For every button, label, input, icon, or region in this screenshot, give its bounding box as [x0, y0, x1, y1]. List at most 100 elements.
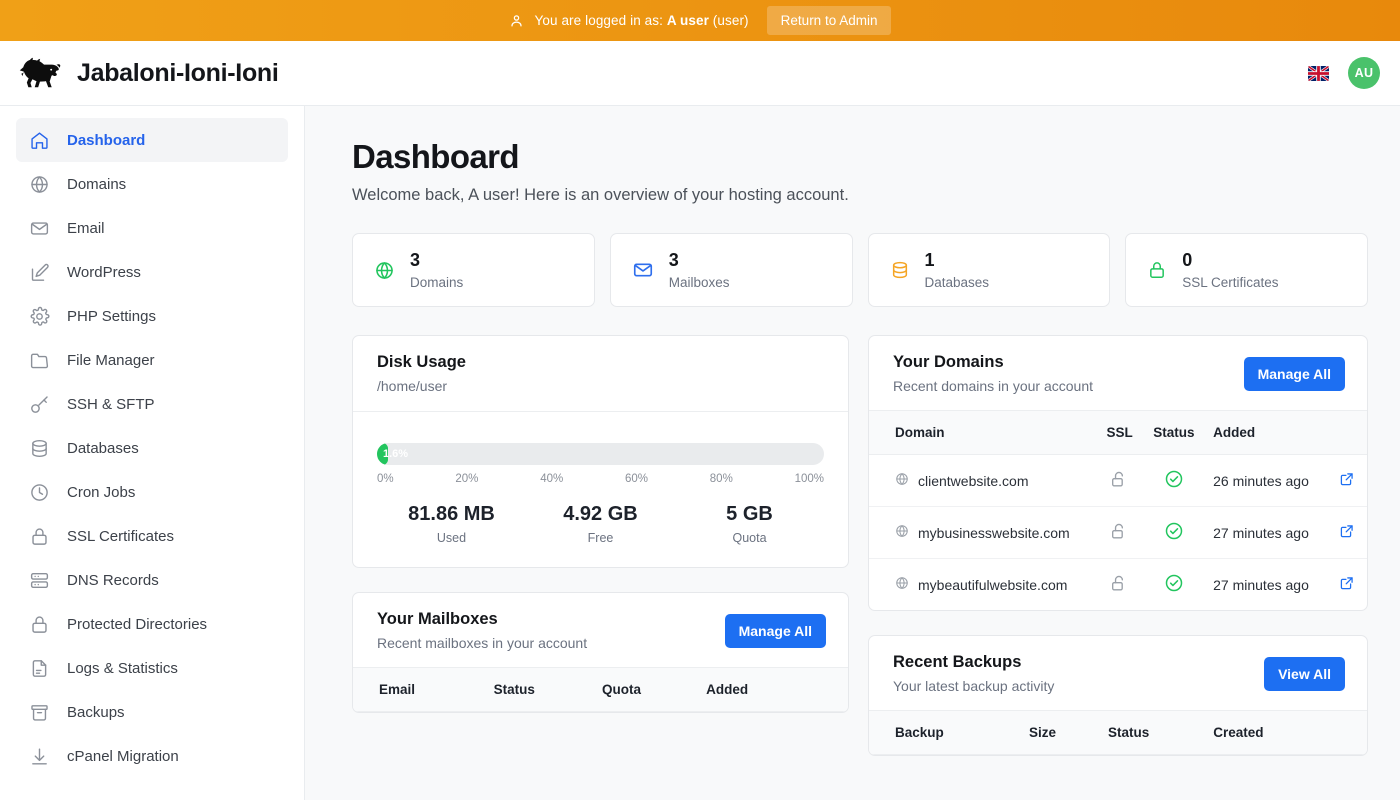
external-link-icon[interactable]	[1339, 575, 1355, 591]
domains-table-body: clientwebsite.com 26 minutes ago mybusines…	[869, 454, 1367, 611]
sidebar-item-file-manager[interactable]: File Manager	[16, 338, 288, 382]
check-circle-icon	[1164, 574, 1184, 596]
added-cell: 26 minutes ago	[1205, 454, 1327, 507]
domain-cell: clientwebsite.com	[869, 454, 1097, 507]
globe-icon	[895, 576, 909, 593]
database-icon	[890, 260, 910, 280]
sidebar-item-backups[interactable]: Backups	[16, 690, 288, 734]
stat-value: 3	[668, 249, 679, 270]
status-cell	[1143, 559, 1205, 611]
disk-usage-progressbar: 1.6%	[377, 443, 824, 465]
table-row[interactable]: clientwebsite.com 26 minutes ago	[869, 454, 1367, 507]
sidebar-item-protected-directories[interactable]: Protected Directories	[16, 602, 288, 646]
stat-card-databases[interactable]: 1 Databases	[867, 233, 1111, 307]
external-link-icon[interactable]	[1339, 471, 1355, 487]
stat-card-ssl-certificates[interactable]: 0 SSL Certificates	[1125, 233, 1368, 307]
sidebar-item-dns-records[interactable]: DNS Records	[16, 558, 288, 602]
stat-label: Mailboxes	[668, 274, 730, 290]
column-header: Backup	[869, 711, 1022, 755]
globe-icon	[895, 472, 909, 489]
stat-cards-row: 3 Domains 3 Mailboxes 1 Databases 0 SSL Certifi…	[352, 233, 1368, 307]
brand[interactable]: Jabaloni-Ioni-Ioni	[18, 53, 279, 93]
column-header: Status	[485, 668, 595, 712]
column-header: Domain	[869, 411, 1097, 455]
archive-icon	[29, 702, 50, 723]
sidebar-item-email[interactable]: Email	[16, 206, 288, 250]
sidebar-item-label: Protected Directories	[67, 615, 208, 633]
sidebar-item-cron-jobs[interactable]: Cron Jobs	[16, 470, 288, 514]
sidebar-item-ssh-sftp[interactable]: SSH & SFTP	[16, 382, 288, 426]
uk-flag-icon[interactable]	[1308, 65, 1329, 81]
scale-tick: 100%	[794, 473, 824, 485]
check-circle-icon	[1164, 522, 1184, 544]
disk-usage-header: Disk Usage /home/user	[353, 336, 848, 412]
return-to-admin-button[interactable]: Return to Admin	[766, 6, 892, 35]
sidebar-item-cpanel-migration[interactable]: cPanel Migration	[16, 734, 288, 778]
avatar[interactable]: AU	[1348, 57, 1380, 89]
disk-usage-percent-label: 1.6%	[383, 448, 409, 460]
column-header: Added	[698, 668, 808, 712]
sidebar-item-logs-statistics[interactable]: Logs & Statistics	[16, 646, 288, 690]
backups-panel: Recent Backups Your latest backup activi…	[868, 635, 1368, 756]
sidebar-item-label: Databases	[67, 439, 139, 457]
external-link-icon[interactable]	[1339, 523, 1355, 539]
disk-figure-label: Used	[436, 531, 467, 545]
sidebar-item-label: Domains	[67, 175, 127, 193]
scale-tick: 80%	[709, 473, 733, 485]
unlocked-padlock-icon[interactable]	[1110, 471, 1129, 492]
panels-grid: Disk Usage /home/user 1.6% 0% 20% 40% 60% 80…	[352, 335, 1368, 756]
sidebar-item-label: Dashboard	[67, 131, 146, 149]
domains-header: Your Domains Recent domains in your acco…	[869, 336, 1367, 411]
column-header: Status	[1142, 411, 1206, 455]
disk-figure-quota: 5 GB Quota	[675, 503, 824, 545]
stat-label: Databases	[924, 274, 990, 290]
sidebar-item-label: Email	[67, 219, 105, 237]
scale-tick: 40%	[540, 473, 564, 485]
scale-tick: 60%	[624, 473, 649, 485]
mailboxes-title: Your Mailboxes	[377, 610, 498, 628]
home-icon	[29, 130, 50, 151]
stat-card-domains[interactable]: 3 Domains	[352, 233, 595, 307]
domains-manage-all-button[interactable]: Manage All	[1243, 356, 1345, 391]
sidebar-item-domains[interactable]: Domains	[16, 162, 288, 206]
impersonation-user: A user	[666, 13, 709, 28]
sidebar-item-php-settings[interactable]: PHP Settings	[16, 294, 288, 338]
folder-icon	[29, 350, 50, 371]
main-content: Dashboard Welcome back, A user! Here is …	[305, 106, 1400, 800]
envelope-icon	[29, 218, 50, 239]
domain-name: mybeautifulwebsite.com	[918, 576, 1068, 593]
left-column: Disk Usage /home/user 1.6% 0% 20% 40% 60% 80…	[352, 335, 849, 713]
disk-figure-free: 4.92 GB Free	[526, 503, 675, 545]
lock-icon	[29, 526, 50, 547]
sidebar-item-label: SSH & SFTP	[67, 395, 155, 413]
unlocked-padlock-icon[interactable]	[1110, 523, 1129, 544]
disk-figure-value: 4.92 GB	[563, 503, 638, 525]
domain-name: clientwebsite.com	[918, 472, 1029, 489]
backups-view-all-button[interactable]: View All	[1264, 656, 1345, 691]
disk-usage-scale: 0% 20% 40% 60% 80% 100%	[377, 473, 824, 485]
sidebar-item-dashboard[interactable]: Dashboard	[16, 118, 288, 162]
sidebar-item-databases[interactable]: Databases	[16, 426, 288, 470]
globe-icon	[29, 174, 50, 195]
disk-figure-value: 81.86 MB	[408, 503, 495, 525]
column-header: Quota	[594, 668, 699, 712]
table-row[interactable]: mybusinesswebsite.com 27 minutes ago	[869, 506, 1367, 559]
sidebar-item-wordpress[interactable]: WordPress	[16, 250, 288, 294]
stat-card-mailboxes[interactable]: 3 Mailboxes	[609, 233, 853, 307]
column-header: Email	[353, 668, 486, 712]
app-header: Jabaloni-Ioni-Ioni AU	[0, 41, 1400, 106]
sidebar-item-label: SSL Certificates	[67, 527, 174, 545]
column-header-spacer	[1327, 411, 1367, 455]
column-header: Added	[1205, 411, 1327, 455]
sidebar-item-label: Backups	[67, 703, 125, 721]
actions-cell	[1327, 506, 1367, 559]
mailboxes-table-header-row: Email Status Quota Added	[353, 668, 848, 712]
table-row[interactable]: mybeautifulwebsite.com 27 minutes ago	[869, 559, 1367, 611]
sidebar-item-ssl-certificates[interactable]: SSL Certificates	[16, 514, 288, 558]
mailboxes-manage-all-button[interactable]: Manage All	[724, 613, 826, 648]
unlocked-padlock-icon[interactable]	[1110, 575, 1129, 596]
sidebar-item-label: File Manager	[67, 351, 155, 369]
sidebar-item-label: PHP Settings	[67, 307, 156, 325]
disk-figure-label: Free	[587, 531, 614, 545]
column-header: Size	[1021, 711, 1101, 755]
